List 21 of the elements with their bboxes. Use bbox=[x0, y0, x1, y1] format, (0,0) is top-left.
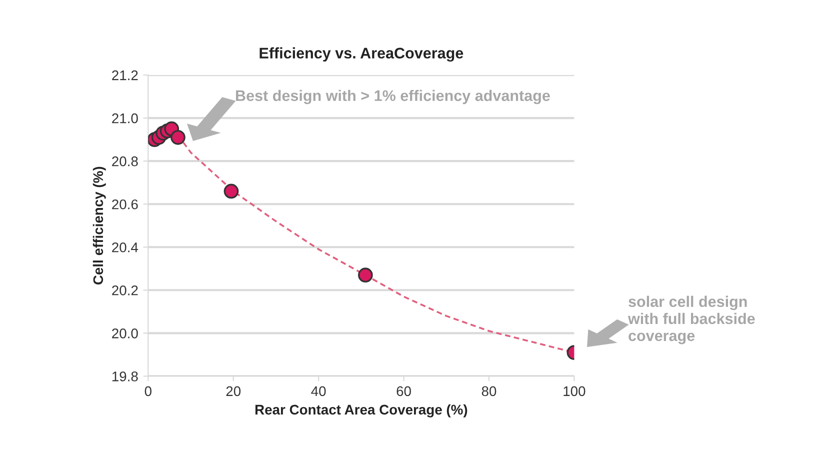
x-tick-label: 100 bbox=[564, 386, 586, 396]
x-tick-label: 20 bbox=[226, 386, 241, 396]
y-tick-label: 21.0 bbox=[112, 113, 138, 124]
x-tick-label: 80 bbox=[482, 386, 496, 396]
y-tick-label: 20.0 bbox=[112, 328, 138, 338]
y-tick-label: 20.8 bbox=[112, 156, 138, 166]
chart-title: Efficiency vs. AreaCoverage bbox=[260, 47, 464, 62]
text: solar cell design with full backside coverage bbox=[628, 296, 755, 344]
y-tick-label: 20.2 bbox=[112, 285, 138, 296]
x-axis-title: Rear Contact Area Coverage (%) bbox=[255, 404, 468, 418]
y-tick-label: 21.2 bbox=[112, 70, 138, 80]
point bbox=[170, 130, 186, 145]
point bbox=[224, 184, 239, 199]
y-tick-label: 19.8 bbox=[112, 372, 138, 382]
y-tick-label: 20.6 bbox=[112, 199, 138, 210]
y-axis-title: Cell efficiency (%) bbox=[92, 166, 106, 284]
y-tick-label: 20.4 bbox=[112, 242, 138, 252]
annotation: Best design with > 1% efficiency advantage bbox=[236, 90, 550, 104]
x-tick-label: 40 bbox=[311, 386, 326, 396]
x-tick-label: 0 bbox=[144, 386, 152, 396]
x-tick-label: 60 bbox=[396, 386, 411, 396]
